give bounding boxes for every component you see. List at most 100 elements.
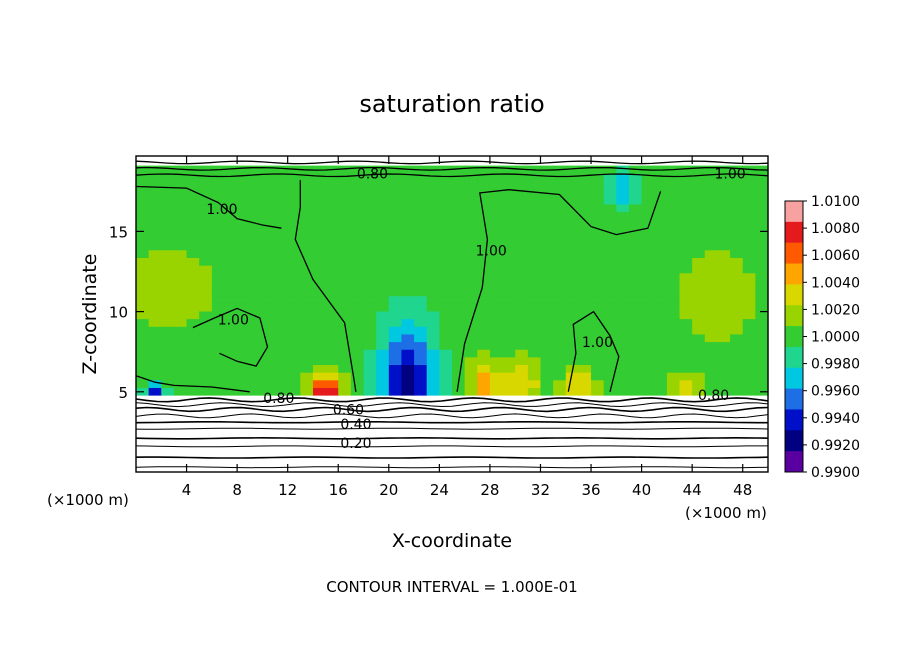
heatmap-cell <box>414 372 428 381</box>
heatmap-cell <box>414 196 428 205</box>
heatmap-cell <box>325 349 339 358</box>
heatmap-cell <box>173 387 188 396</box>
heatmap-cell <box>654 173 668 182</box>
heatmap-cell <box>489 287 504 297</box>
heatmap-cell <box>527 242 542 251</box>
heatmap-cell <box>704 188 719 197</box>
heatmap-cell <box>616 356 630 366</box>
heatmap-cell <box>237 180 251 190</box>
heatmap-cell <box>211 364 226 373</box>
heatmap-cell <box>173 242 188 251</box>
heatmap-cell <box>287 280 301 289</box>
colorbar-swatch <box>785 201 803 223</box>
heatmap-cell <box>388 188 403 197</box>
heatmap-cell <box>730 180 744 190</box>
heatmap-cell <box>730 219 744 228</box>
heatmap-cell <box>565 196 579 205</box>
heatmap-cell <box>199 203 213 213</box>
heatmap-cell <box>376 242 390 251</box>
heatmap-cell <box>464 173 478 182</box>
heatmap-cell <box>641 364 655 373</box>
heatmap-cell <box>224 310 238 320</box>
heatmap-cell <box>199 188 213 197</box>
heatmap-cell <box>628 372 643 381</box>
heatmap-cell <box>742 372 756 381</box>
heatmap-cell <box>376 272 390 281</box>
heatmap-cell <box>477 333 491 343</box>
heatmap-cell <box>439 318 453 327</box>
heatmap-cell <box>211 226 226 236</box>
heatmap-cell <box>275 165 289 174</box>
heatmap-cell <box>287 226 301 236</box>
heatmap-cell <box>730 310 744 320</box>
heatmap-cell <box>641 310 655 320</box>
heatmap-cell <box>489 211 504 220</box>
heatmap-cell <box>477 387 491 396</box>
heatmap-cell <box>591 387 605 396</box>
heatmap-cell <box>249 265 263 274</box>
heatmap-cell <box>338 196 352 205</box>
heatmap-cell <box>666 203 681 213</box>
heatmap-cell <box>262 326 276 335</box>
heatmap-cell <box>527 310 542 320</box>
heatmap-cell <box>376 379 390 388</box>
heatmap-cell <box>578 349 592 358</box>
heatmap-cell <box>262 349 276 358</box>
heatmap-cell <box>376 326 390 335</box>
heatmap-cell <box>325 364 339 373</box>
x-tick-label: 24 <box>430 481 449 499</box>
heatmap-cell <box>426 310 440 320</box>
heatmap-cell <box>376 226 390 236</box>
heatmap-cell <box>515 372 529 381</box>
heatmap-cell <box>502 318 516 327</box>
heatmap-cell <box>237 333 251 343</box>
heatmap-cell <box>565 173 579 182</box>
heatmap-cell <box>464 349 478 358</box>
heatmap-cell <box>477 341 491 350</box>
heatmap-cell <box>679 341 693 350</box>
heatmap-cell <box>312 265 327 274</box>
heatmap-cell <box>565 326 579 335</box>
heatmap-cell <box>717 196 731 205</box>
heatmap-cell <box>502 257 516 266</box>
heatmap-cell <box>717 303 731 312</box>
heatmap-cell <box>388 372 403 381</box>
heatmap-cell <box>325 372 339 381</box>
contour-1-00 <box>135 185 282 229</box>
heatmap-cell <box>679 287 693 297</box>
heatmap-cell <box>666 379 681 388</box>
heatmap-cell <box>755 310 769 320</box>
heatmap-cell <box>136 188 150 197</box>
heatmap-cell <box>237 318 251 327</box>
heatmap-cell <box>262 257 276 266</box>
heatmap-cell <box>641 211 655 220</box>
heatmap-cell <box>275 310 289 320</box>
heatmap-cell <box>401 196 415 205</box>
contour-label: 0.80 <box>357 167 388 183</box>
heatmap-cell <box>325 303 339 312</box>
heatmap-cell <box>300 295 314 304</box>
colorbar-swatch <box>785 451 803 473</box>
heatmap-cell <box>616 387 630 396</box>
heatmap-cell <box>148 356 162 366</box>
heatmap-cell <box>161 234 175 243</box>
heatmap-cell <box>388 203 403 213</box>
heatmap-cell <box>477 249 491 258</box>
heatmap-cell <box>414 265 428 274</box>
heatmap-cell <box>388 333 403 343</box>
heatmap-cell <box>666 333 681 343</box>
heatmap-cell <box>654 249 668 258</box>
heatmap-cell <box>628 326 643 335</box>
heatmap-cell <box>161 173 175 182</box>
heatmap-cell <box>363 226 377 236</box>
heatmap-cell <box>136 295 150 304</box>
heatmap-cell <box>161 364 175 373</box>
heatmap-cell <box>742 219 756 228</box>
heatmap-cell <box>692 341 706 350</box>
contour-label: 1.00 <box>476 244 507 260</box>
heatmap-cell <box>692 203 706 213</box>
heatmap-cell <box>300 364 314 373</box>
heatmap-cell <box>300 211 314 220</box>
heatmap-cell <box>401 242 415 251</box>
heatmap-cell <box>401 249 415 258</box>
